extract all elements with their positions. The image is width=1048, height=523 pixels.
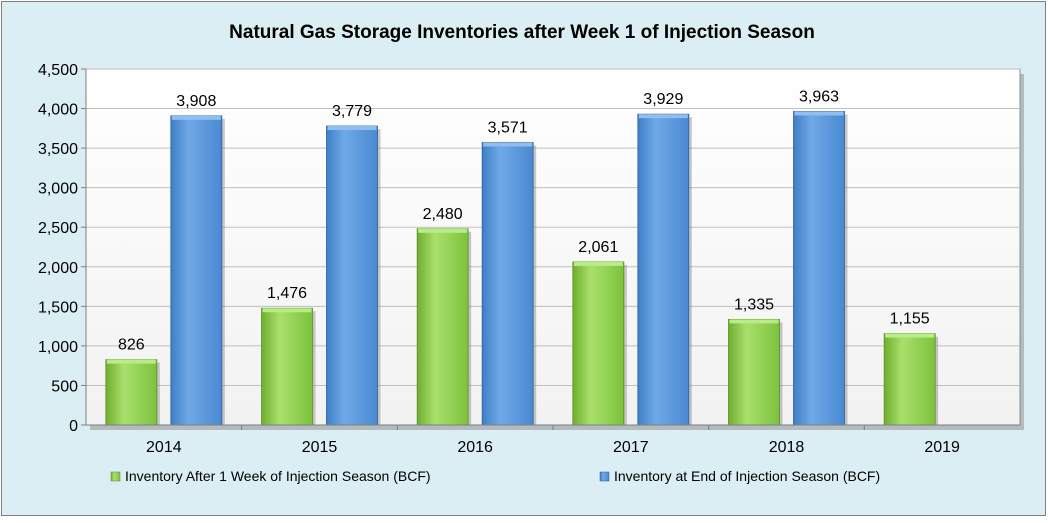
bar-series-1 [572, 261, 625, 426]
legend-swatch-series-2 [599, 471, 610, 482]
bar-series-1 [105, 359, 158, 426]
bar-cap [106, 359, 156, 364]
bar-series-1 [728, 318, 780, 426]
data-label-series-1: 1,476 [267, 285, 307, 302]
legend-swatch-series-1 [110, 471, 121, 482]
data-label-series-1: 1,155 [890, 311, 930, 328]
y-tick-label: 1,000 [38, 339, 78, 356]
y-tick-label: 2,000 [38, 260, 78, 277]
y-tick-label: 0 [69, 418, 78, 435]
y-tick-label: 3,500 [38, 141, 78, 158]
bar-cap [327, 126, 377, 131]
bar-series-2 [170, 115, 223, 426]
bars [105, 111, 939, 426]
x-tick-label: 2019 [924, 439, 960, 456]
bar-cap [638, 114, 688, 119]
y-tick-label: 4,500 [38, 62, 78, 79]
y-tick-label: 2,500 [38, 220, 78, 237]
x-axis-tick-labels: 2014 2015 2016 2017 2018 2019 [146, 425, 960, 456]
data-label-series-1: 1,335 [734, 296, 774, 313]
legend-item-series-1: Inventory After 1 Week of Injection Seas… [110, 468, 431, 484]
x-tick-label: 2018 [769, 439, 805, 456]
bar-series-2 [637, 113, 690, 426]
gridlines [86, 68, 1020, 386]
data-label-series-1: 826 [118, 337, 145, 354]
data-label-series-2: 3,779 [332, 103, 372, 120]
y-tick-label: 500 [51, 378, 78, 395]
bar-cap [418, 228, 468, 233]
y-axis-tick-labels: 0 500 1,000 1,500 2,000 2,500 3,000 3,500 4,000 4… [38, 62, 86, 435]
data-label-series-2: 3,571 [488, 119, 528, 136]
bar-series-1 [261, 307, 313, 426]
x-tick-label: 2016 [457, 439, 493, 456]
y-tick-label: 4,000 [38, 102, 78, 119]
data-label-series-2: 3,908 [176, 93, 216, 110]
bar-series-1 [883, 333, 936, 426]
y-tick-label: 3,000 [38, 181, 78, 198]
x-tick-label: 2014 [146, 439, 182, 456]
bar-cap [262, 308, 312, 313]
bar-cap [573, 261, 623, 266]
bar-cap [729, 319, 779, 324]
bar-series-2 [481, 142, 534, 426]
x-tick-label: 2017 [613, 439, 649, 456]
bar-series-2 [326, 125, 378, 426]
data-labels: 826 3,908 1,476 3,779 2,480 3,571 2,061 3,929 1,… [118, 88, 930, 353]
data-label-series-1: 2,061 [578, 239, 618, 256]
x-tick-label: 2015 [302, 439, 338, 456]
legend: Inventory After 1 Week of Injection Seas… [110, 468, 880, 484]
legend-label-series-2: Inventory at End of Injection Season (BC… [614, 468, 880, 484]
data-label-series-1: 2,480 [423, 206, 463, 223]
bar-cap [171, 115, 221, 120]
data-label-series-2: 3,963 [799, 88, 839, 105]
bar-series-2 [793, 111, 845, 426]
bar-cap [885, 333, 935, 338]
legend-item-series-2: Inventory at End of Injection Season (BC… [599, 468, 880, 484]
bar-cap [794, 111, 844, 116]
bar-series-1 [416, 228, 469, 426]
legend-label-series-1: Inventory After 1 Week of Injection Seas… [125, 468, 431, 484]
plot-area [85, 68, 1021, 426]
y-tick-label: 1,500 [38, 299, 78, 316]
data-label-series-2: 3,929 [643, 91, 683, 108]
chart-title: Natural Gas Storage Inventories after We… [229, 22, 815, 43]
bar-cap [483, 142, 533, 147]
